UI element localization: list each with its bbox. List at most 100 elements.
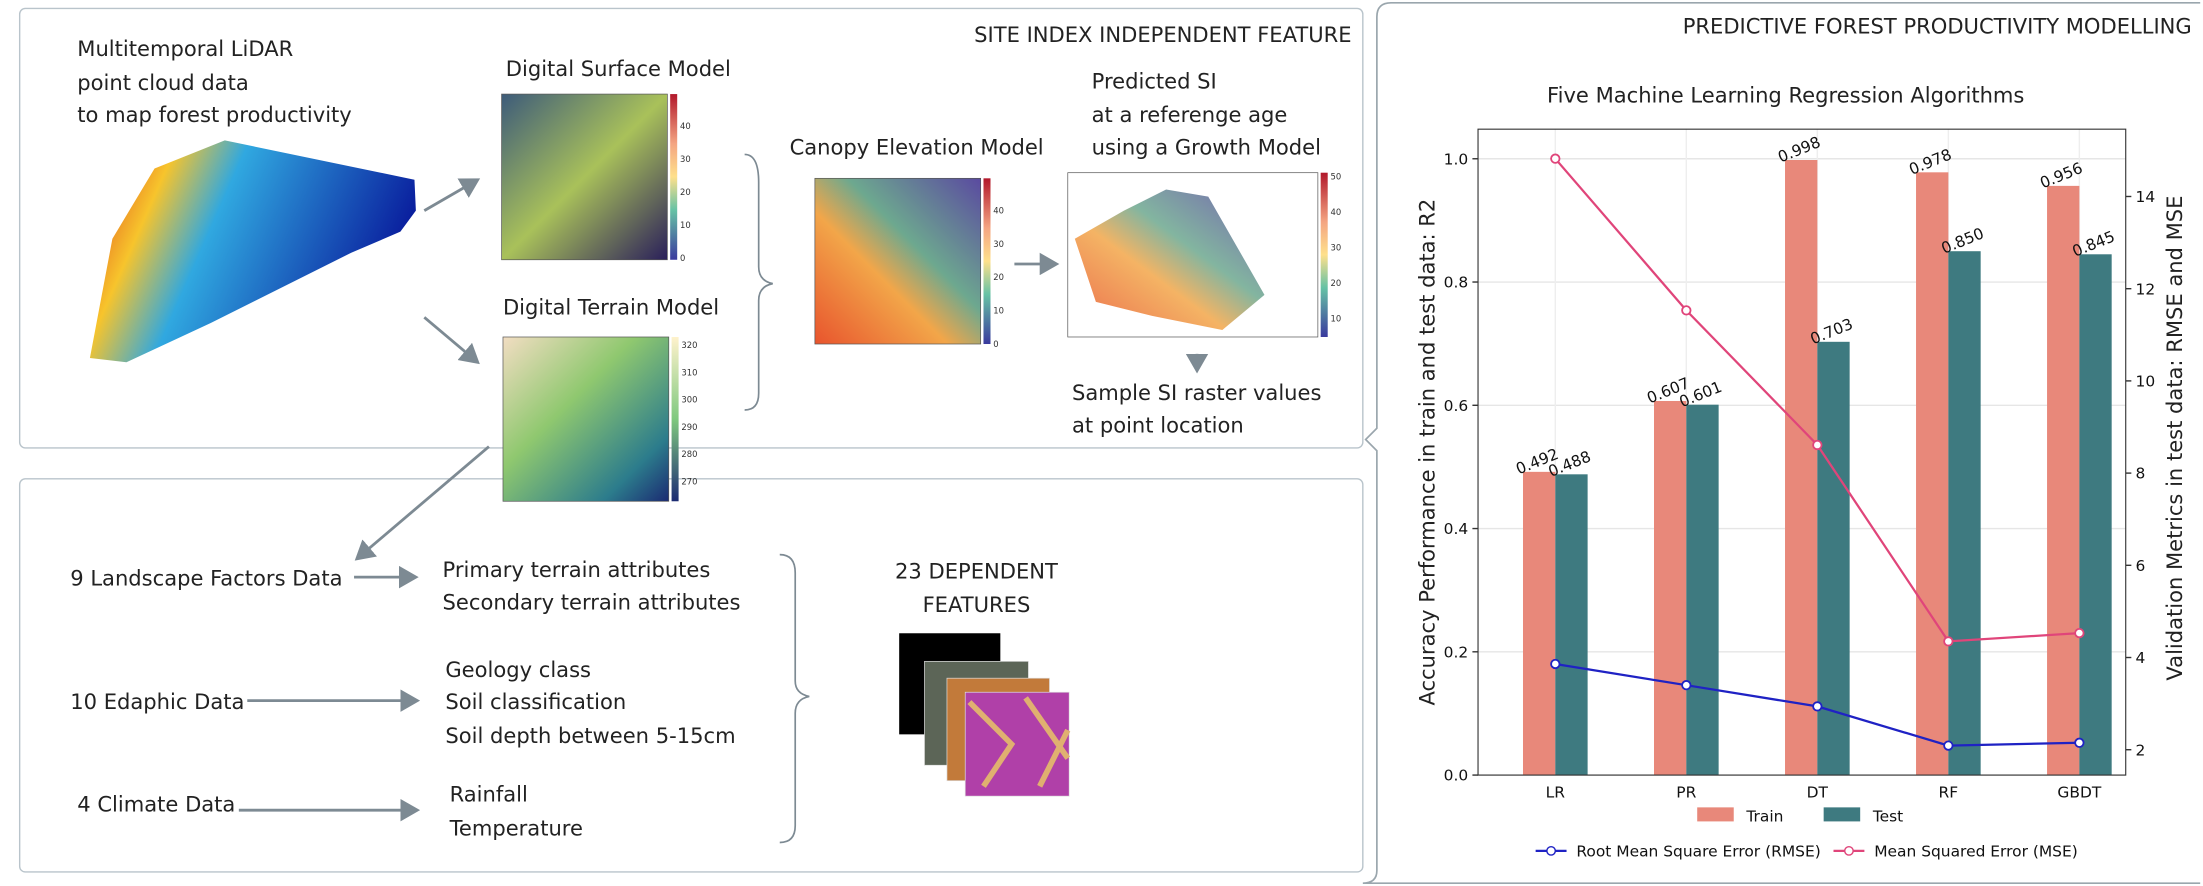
y2-tick-label: 12 (2136, 280, 2156, 298)
colorbar-label: 30 (1331, 243, 1342, 253)
si-raster (1074, 189, 1265, 330)
bar (1785, 159, 1818, 776)
colorbar-label: 40 (680, 121, 691, 131)
arrow (354, 445, 490, 561)
point (1943, 636, 1954, 647)
point (2074, 737, 2085, 748)
colorbar-label: 50 (1331, 172, 1342, 182)
panel-title: PREDICTIVE FOREST PRODUCTIVITY MODELLING (1683, 14, 2192, 39)
point (1550, 153, 1561, 164)
colorbar-label: 20 (680, 187, 691, 197)
colorbar (671, 336, 679, 502)
colorbar-label: 20 (1331, 278, 1342, 288)
y2-axis-label: Validation Metrics in test data: RMSE an… (2162, 196, 2187, 681)
y2-tick-label: 14 (2136, 188, 2156, 206)
bar (1817, 341, 1850, 776)
point (1550, 658, 1561, 670)
y-tick-label: 0.4 (1444, 520, 1469, 538)
legend-swatch (1697, 807, 1734, 822)
colorbar-label: 40 (1331, 207, 1342, 217)
brace (779, 553, 810, 844)
arrow (423, 178, 481, 212)
result-label: 23 DEPENDENT (895, 559, 1058, 584)
chart: Five Machine Learning Regression Algorit… (1414, 83, 2186, 861)
x-tick-label: DT (1807, 784, 1829, 802)
dependent-panel (18, 478, 1364, 873)
bar (1948, 251, 1981, 776)
point (1812, 439, 1823, 451)
y-tick-label: 0.8 (1444, 274, 1469, 292)
dsm-image (501, 93, 668, 261)
group-item: Soil classification (445, 689, 626, 714)
colorbar-label: 10 (993, 305, 1004, 315)
legend-marker (1844, 845, 1854, 856)
colorbar (983, 178, 991, 345)
point (1681, 680, 1692, 691)
group-item: Geology class (445, 657, 591, 682)
lidar-label: point cloud data (77, 70, 249, 95)
dtm-label: Digital Terrain Model (503, 295, 719, 320)
group-item: Primary terrain attributes (443, 557, 711, 582)
point (1681, 305, 1692, 316)
y2-tick-label: 8 (2136, 465, 2146, 483)
chart-title: Five Machine Learning Regression Algorit… (1547, 83, 2024, 108)
bar (1686, 404, 1719, 776)
bar (2047, 185, 2080, 776)
si-label: using a Growth Model (1092, 134, 1321, 159)
x-tick-label: LR (1546, 784, 1566, 802)
lidar-label: Multitemporal LiDAR (77, 36, 293, 61)
colorbar-label: 40 (993, 205, 1004, 215)
group-item: Soil depth between 5-15cm (445, 723, 735, 748)
arrow (423, 316, 480, 365)
x-tick-label: RF (1939, 784, 1959, 802)
lidar-label: to map forest productivity (77, 102, 352, 127)
group-label: 9 Landscape Factors Data (70, 566, 342, 591)
panel-title: SITE INDEX INDEPENDENT FEATURE (974, 22, 1351, 47)
bar (1522, 471, 1556, 776)
result-label: FEATURES (923, 592, 1031, 617)
dsm-label: Digital Surface Model (506, 56, 731, 81)
x-tick-label: GBDT (2057, 784, 2101, 802)
sample-label: Sample SI raster values (1072, 380, 1321, 405)
colorbar-label: 30 (993, 239, 1004, 249)
bar (1916, 172, 1949, 776)
point (1812, 701, 1823, 712)
legend-swatch (1823, 807, 1861, 822)
group-label: 10 Edaphic Data (70, 689, 244, 714)
point (1943, 740, 1954, 751)
colorbar-label: 300 (681, 395, 697, 405)
legend-marker (1546, 845, 1557, 856)
colorbar-label: 10 (1331, 314, 1342, 324)
legend-label: Root Mean Square Error (RMSE) (1576, 843, 1820, 861)
y2-tick-label: 10 (2136, 373, 2156, 391)
y-tick-label: 0.0 (1444, 767, 1469, 785)
y2-tick-label: 2 (2136, 741, 2146, 759)
x-tick-label: PR (1676, 784, 1696, 802)
colorbar-label: 270 (681, 476, 697, 486)
group-item: Temperature (449, 815, 583, 840)
bar (1555, 474, 1588, 776)
si-label: at a referenge age (1092, 102, 1288, 127)
y2-tick-label: 6 (2136, 557, 2146, 575)
y-tick-label: 1.0 (1444, 150, 1469, 168)
plot-frame (1477, 128, 2127, 776)
colorbar-label: 0 (680, 253, 685, 263)
y-tick-label: 0.6 (1444, 397, 1469, 415)
colorbar-label: 30 (680, 154, 691, 164)
y2-tick-label: 4 (2136, 649, 2146, 667)
chm-image (814, 177, 982, 345)
colorbar (670, 94, 678, 260)
y-tick-label: 0.2 (1444, 643, 1469, 661)
point (2074, 627, 2085, 639)
group-item: Rainfall (450, 782, 528, 807)
layer-texture (967, 696, 1071, 788)
legend-label: Test (1872, 807, 1903, 825)
dtm-image (502, 336, 670, 502)
layer (964, 691, 1070, 797)
group-label: 4 Climate Data (77, 792, 235, 817)
bar (1654, 400, 1687, 776)
colorbar-label: 10 (680, 220, 691, 230)
colorbar-label: 320 (681, 340, 697, 350)
point-cloud (89, 140, 416, 363)
